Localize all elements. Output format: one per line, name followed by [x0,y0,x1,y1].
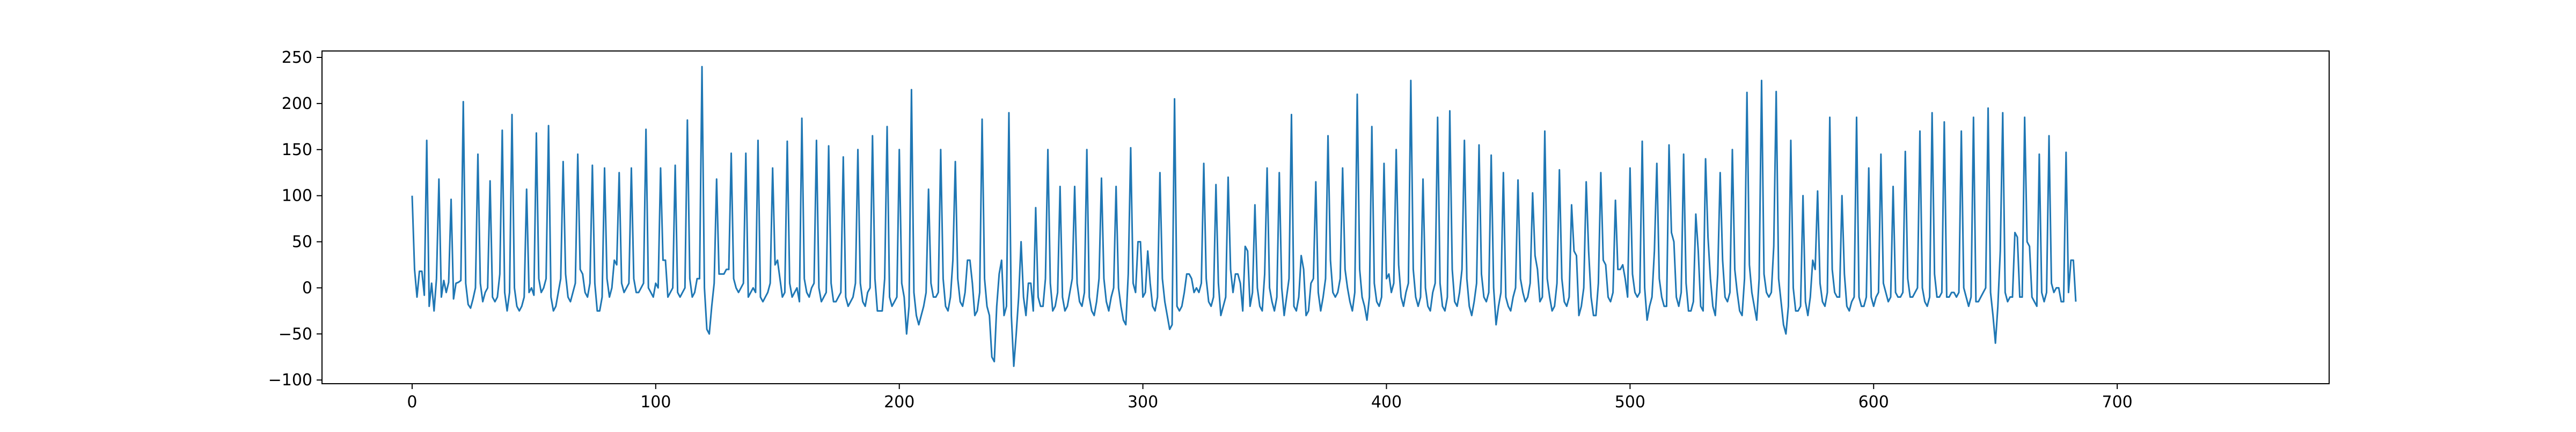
x-tick-label: 600 [1858,393,1889,412]
plot-layer [411,65,2077,367]
y-tick-label: 50 [292,233,312,252]
x-tick-label: 500 [1615,393,1645,412]
y-tick-label: 0 [302,279,312,297]
y-tick-label: −100 [268,371,312,390]
plot-frame [321,50,2330,384]
y-tick-label: 250 [282,48,312,67]
x-tick-label: 300 [1128,393,1158,412]
x-tick-label: 200 [884,393,914,412]
x-tick-label: 700 [2102,393,2132,412]
x-tick-label: 100 [640,393,671,412]
axes-layer: 0 100 200 300 400 500 600 700 −100 −50 0 50 100 150 20… [268,48,2133,412]
y-tick-label: −50 [279,325,312,343]
y-tick-label: 150 [282,141,312,159]
x-tick-label: 400 [1371,393,1402,412]
x-tick-label: 0 [407,393,417,412]
y-tick-label: 200 [282,94,312,113]
y-tick-label: 100 [282,187,312,206]
series-line-1 [411,65,2077,367]
